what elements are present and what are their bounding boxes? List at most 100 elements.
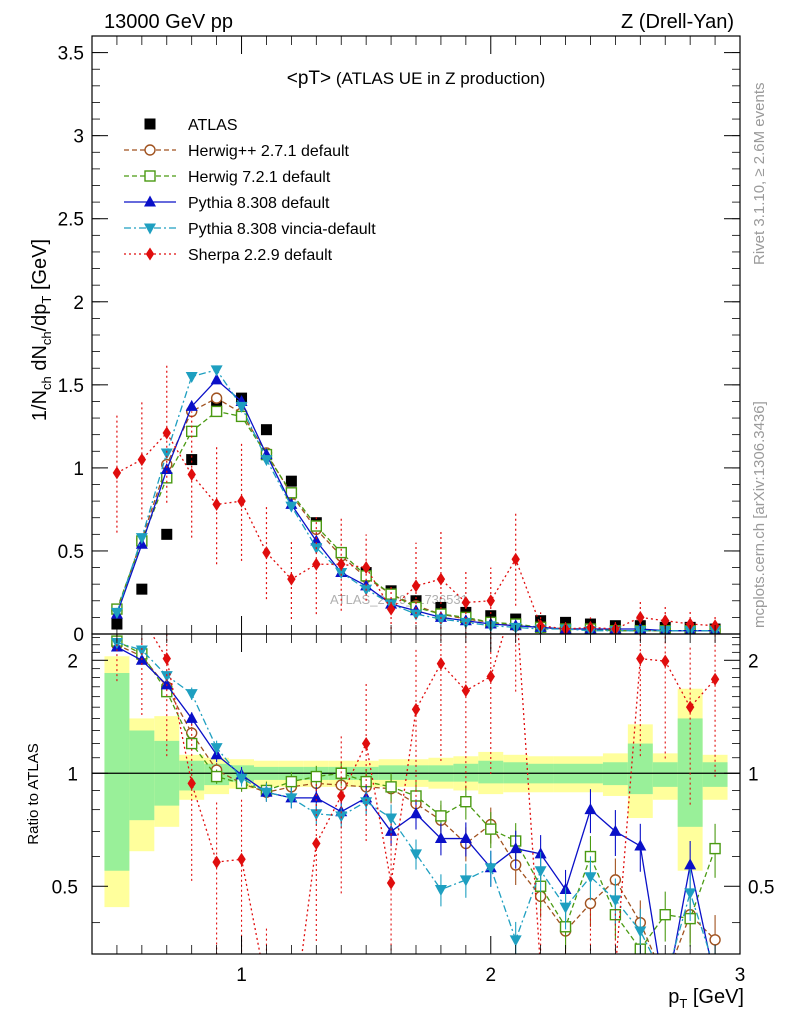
legend-marker [145,247,155,261]
ratio-point-herwig7 [659,908,671,921]
y-tick-label: 0 [73,625,84,646]
ratio-point-vincia [534,866,547,878]
point-herwig7 [210,405,223,418]
legend-label: Sherpa 2.2.9 default [188,247,333,264]
point-vincia [110,607,123,619]
point-sherpa [262,546,271,560]
point-vincia [210,365,223,377]
point-ATLAS [136,583,148,595]
point-sherpa [162,426,171,440]
process-label: Z (Drell-Yan) [621,11,734,33]
point-herwig7 [335,546,347,559]
point-sherpa [137,453,147,467]
ratio-point-sherpa [685,700,695,714]
ratio-point-herwig7 [310,770,323,783]
point-pythia [210,373,223,385]
ratio-point-vincia [385,813,398,825]
point-vincia [235,401,248,413]
ratio-point-sherpa [486,670,495,684]
ratio-point-herwigpp [709,934,721,946]
ratio-point-herwig7 [435,810,447,822]
point-vincia [434,614,447,626]
y-tick-label: 2.5 [58,210,84,231]
legend-label: Pythia 8.308 default [188,195,330,212]
main-plot-title: <pT> (ATLAS UE in Z production) [287,68,546,89]
main-series-layer [110,363,722,634]
ratio-point-vincia [285,793,298,805]
legend-item-ATLAS: ATLAS [144,117,238,134]
x-tick-label: 3 [735,965,746,986]
ratio-point-pythia [410,807,422,819]
y-tick-label: 3.5 [58,44,84,65]
ratio-point-sherpa [461,684,471,698]
ratio-point-vincia [709,965,721,976]
x-tick-label: 2 [485,965,496,986]
ratio-y-tick-label-right: 0.5 [748,877,774,898]
ratio-y-tick-label: 2 [67,651,78,672]
ratio-point-sherpa [611,963,619,976]
point-sherpa [312,557,321,571]
ratio-point-sherpa [187,776,196,790]
ratio-point-vincia [434,885,447,897]
legend-item-sherpa: Sherpa 2.2.9 default [124,247,333,264]
ratio-series-layer [110,577,721,985]
legend-item-pythia: Pythia 8.308 default [124,195,330,212]
y-axis-title: 1/Nch dNch/dpT [GeV] [29,239,54,421]
ratio-point-vincia [410,849,422,861]
ratio-point-vincia [260,787,273,799]
ratio-point-vincia [634,926,647,938]
ratio-point-sherpa [361,737,371,751]
point-sherpa [511,552,520,566]
y-tick-label: 0.5 [58,542,84,563]
mcplots-label: mcplots.cern.ch [arXiv:1306.3436] [751,401,768,628]
y-tick-label: 1.5 [58,376,84,397]
main-axes: 0 0.5 1 1.5 2 2.5 3 3.5 [58,35,740,646]
ratio-point-pythia [459,832,472,844]
legend: ATLAS Herwig++ 2.7.1 default Herwig 7.2.1 … [124,117,376,264]
ratio-point-sherpa [661,654,670,668]
x-tick-label: 1 [236,965,247,986]
ratio-series-pythia [110,640,721,985]
ratio-point-sherpa [436,657,446,671]
legend-marker [144,118,156,130]
point-pythia [185,399,198,411]
ratio-point-pythia [709,974,721,985]
point-vincia [335,568,348,580]
ratio-point-sherpa [636,652,645,666]
ratio-point-pythia [509,842,522,854]
ratio-point-pythia [434,832,447,844]
point-vincia [185,372,198,384]
band-inner-bin [129,730,155,821]
point-sherpa [187,468,196,482]
ratio-y-tick-label: 0.5 [52,877,78,898]
point-ATLAS [260,424,272,436]
point-sherpa [386,602,396,616]
ratio-point-sherpa [411,702,421,716]
ratio-point-pythia [185,711,198,723]
ratio-point-vincia [484,863,497,875]
point-sherpa [212,497,221,511]
ratio-point-vincia [584,872,597,884]
point-ATLAS [211,399,223,411]
ratio-point-vincia [110,638,123,650]
point-sherpa [237,494,246,508]
point-ATLAS [485,610,497,622]
ratio-point-sherpa [162,652,171,666]
ratio-point-pythia [609,824,622,836]
ratio-y-tick-label-right: 1 [748,764,759,785]
legend-item-herwig7: Herwig 7.2.1 default [124,169,331,186]
ratio-point-herwig7 [185,737,198,750]
band-inner-bin [104,672,130,871]
point-sherpa [661,614,670,628]
point-sherpa [112,466,122,480]
point-ATLAS [111,618,123,630]
legend-label: Pythia 8.308 vincia-default [188,221,376,238]
ratio-point-herwig7 [385,781,397,793]
point-herwig7 [310,520,323,532]
ratio-point-vincia [509,935,522,947]
ratio-point-sherpa [113,577,121,590]
ratio-point-pythia [684,858,697,870]
legend-label: Herwig++ 2.7.1 default [188,143,350,160]
ratio-point-sherpa [337,789,346,803]
ratio-point-herwig7 [285,775,298,788]
